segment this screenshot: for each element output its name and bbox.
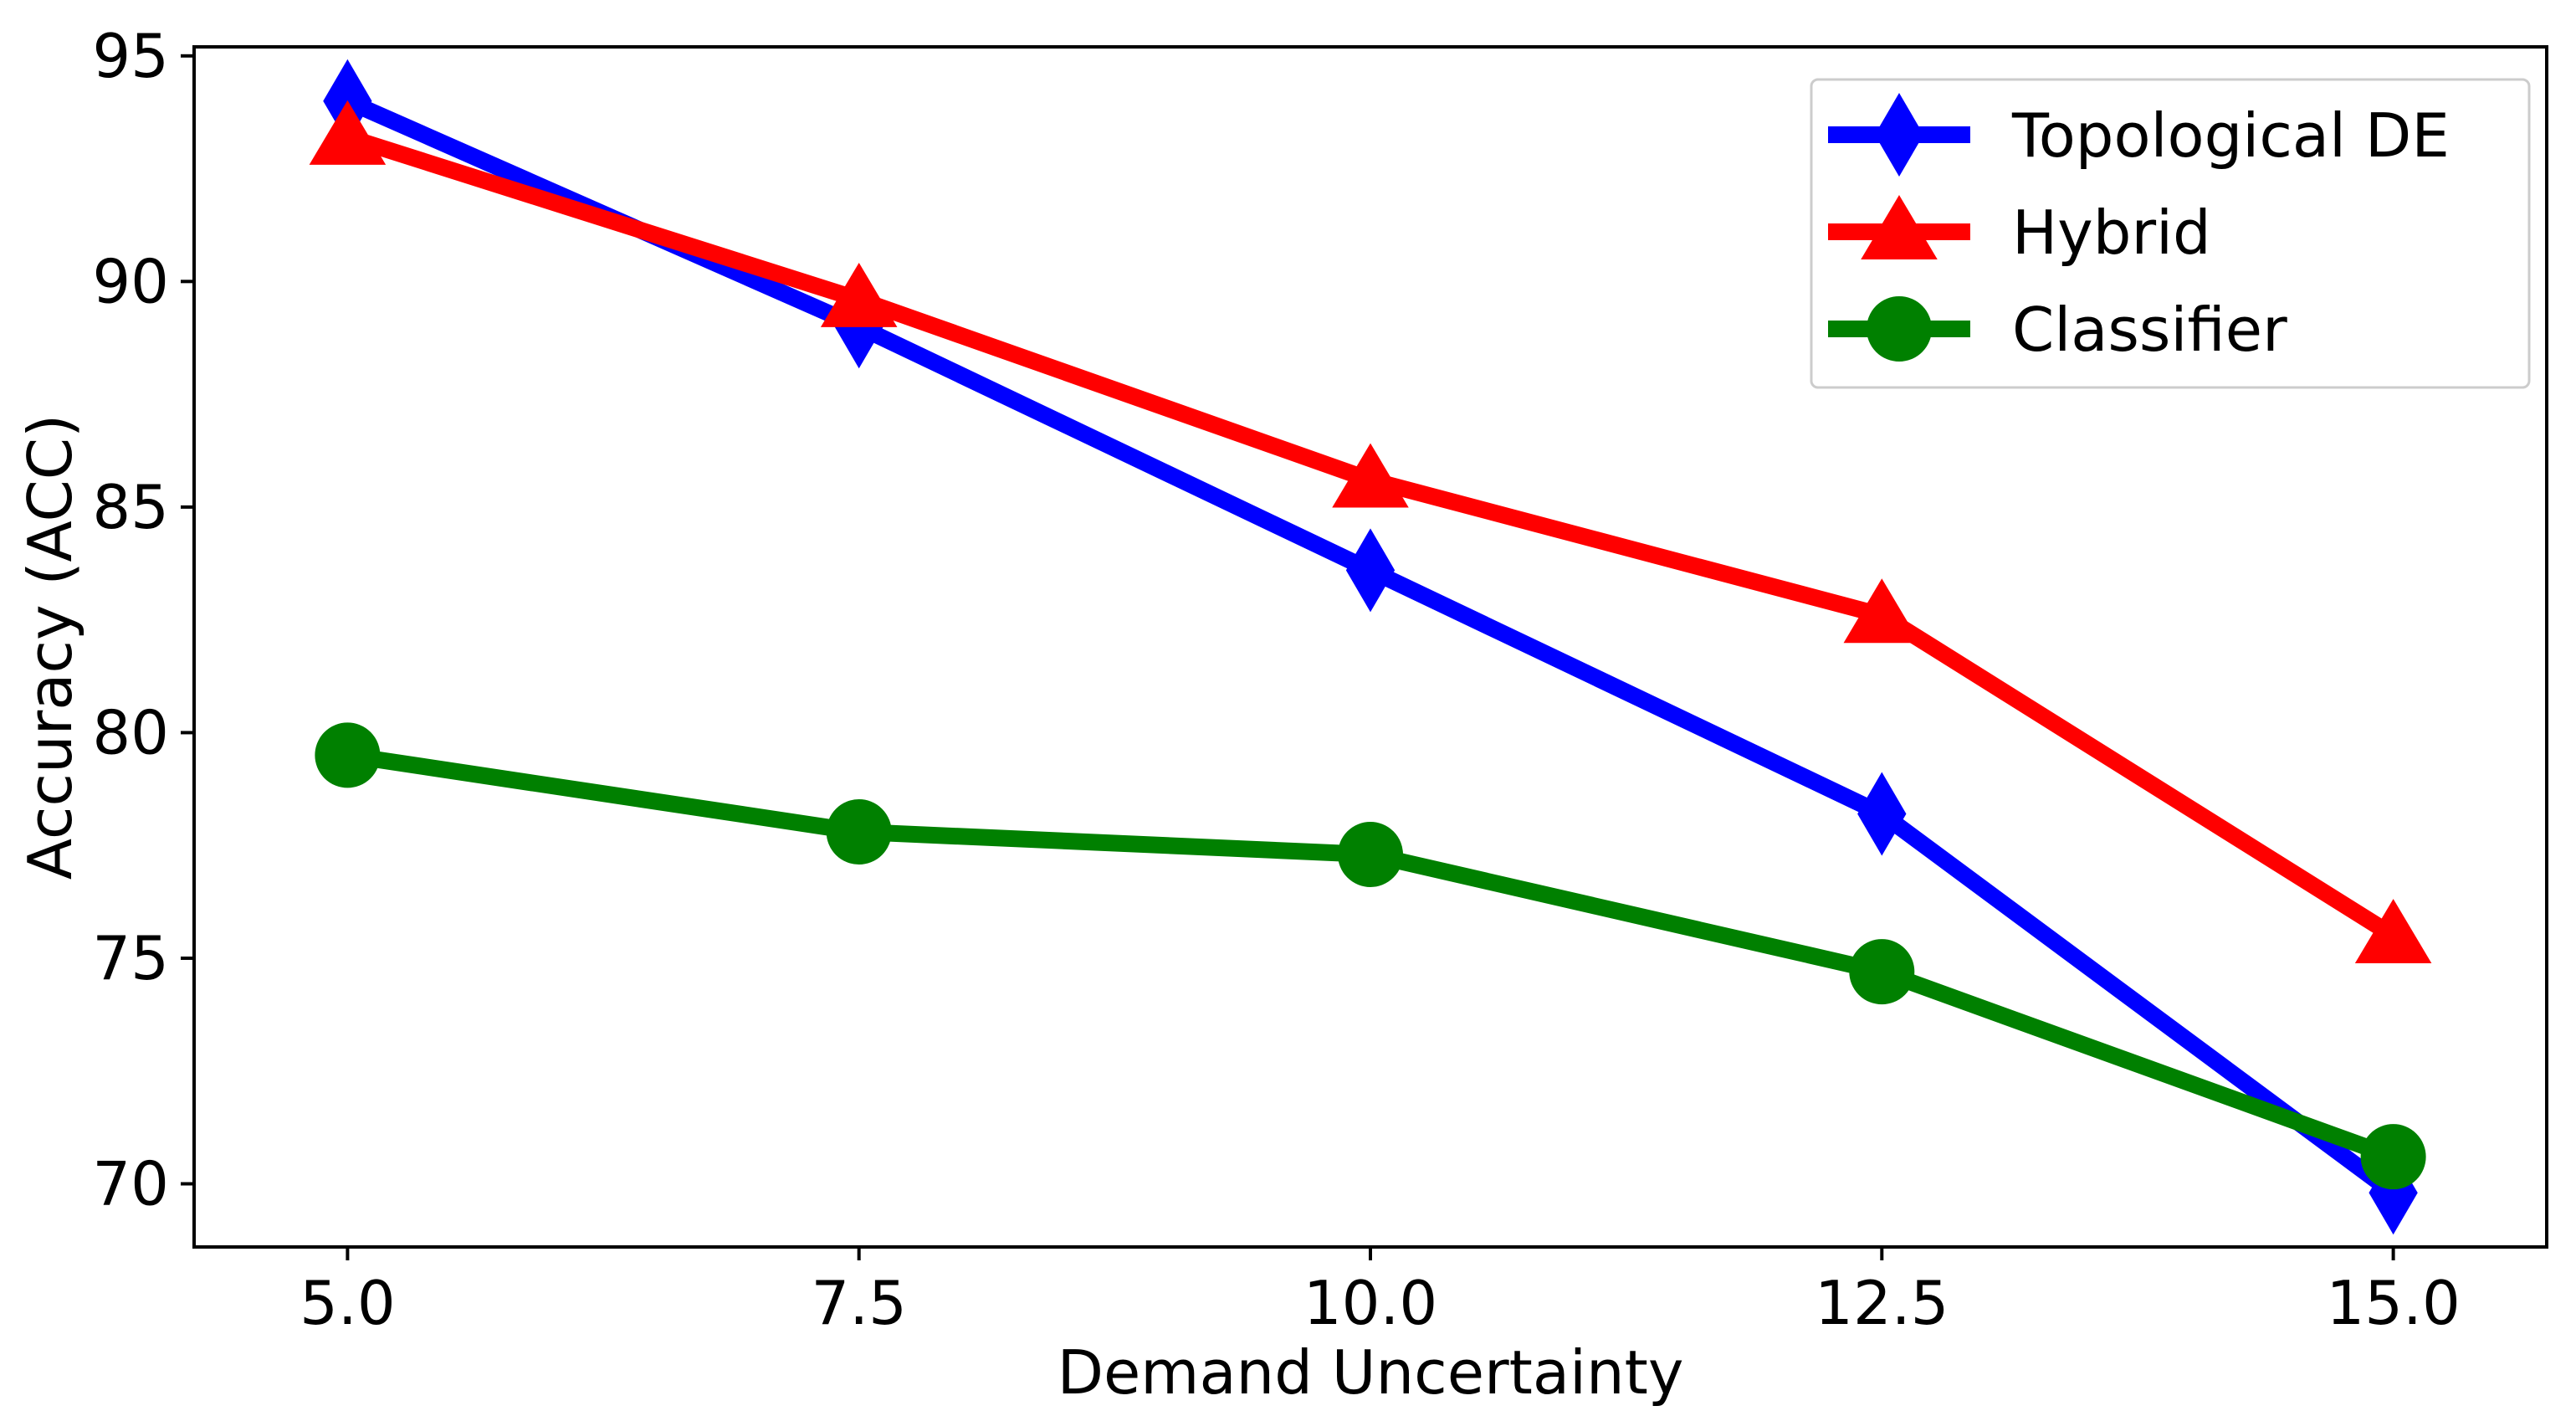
data-point (2360, 1124, 2426, 1190)
y-tick-label: 85 (92, 472, 169, 542)
legend-marker (1874, 93, 1924, 177)
x-tick-label: 15.0 (2326, 1268, 2460, 1338)
data-point (309, 100, 387, 165)
x-tick-label: 10.0 (1303, 1268, 1437, 1338)
legend-label: Hybrid (2012, 198, 2211, 268)
x-tick-label: 7.5 (811, 1268, 907, 1338)
series-layer (309, 59, 2432, 1235)
x-axis: 5.0 7.5 10.0 12.5 15.0 (300, 1247, 2461, 1338)
series-classifier (315, 722, 2426, 1190)
data-point (1857, 772, 1907, 856)
legend-box (1810, 78, 2531, 389)
y-tick-label: 90 (92, 246, 169, 316)
data-point (1338, 821, 1403, 887)
legend-item: Hybrid (1828, 195, 2211, 268)
y-tick-label: 70 (92, 1149, 169, 1219)
legend-label: Topological DE (2011, 100, 2450, 171)
x-tick-label: 12.5 (1815, 1268, 1949, 1338)
y-axis: 70 75 80 85 90 95 (92, 21, 194, 1219)
legend-label: Classifier (2012, 295, 2287, 365)
data-point (1843, 578, 1921, 644)
y-tick-label: 95 (92, 21, 169, 91)
data-point (1332, 443, 1409, 508)
data-point (826, 799, 892, 865)
legend-marker (1867, 296, 1932, 362)
y-tick-label: 80 (92, 697, 169, 767)
data-point (2354, 899, 2432, 964)
x-tick-label: 5.0 (300, 1268, 396, 1338)
data-point (315, 722, 381, 788)
x-axis-label: Demand Uncertainty (1058, 1337, 1684, 1408)
legend: Topological DE Hybrid Classifier (1810, 78, 2531, 389)
data-point (1849, 939, 1915, 1005)
y-tick-label: 75 (92, 923, 169, 993)
legend-item: Topological DE (1828, 93, 2450, 177)
y-axis-label: Accuracy (ACC) (15, 414, 85, 880)
legend-marker (1861, 195, 1938, 259)
legend-item: Classifier (1828, 295, 2287, 365)
series-hybrid (309, 100, 2432, 964)
data-point (1345, 528, 1396, 613)
data-point (820, 262, 898, 327)
